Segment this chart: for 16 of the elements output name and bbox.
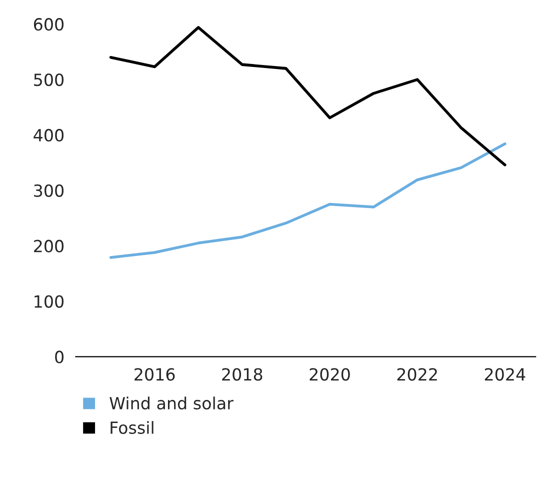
line-series xyxy=(109,142,506,259)
x-tick-label: 2022 xyxy=(397,368,437,381)
y-tick-label: 300 xyxy=(34,184,64,197)
x-tick-label: 2024 xyxy=(484,368,526,381)
x-tick-label: 2018 xyxy=(222,368,262,381)
x-tick-label: 2020 xyxy=(310,368,350,381)
y-tick-label: 400 xyxy=(34,128,64,142)
legend-label: Fossil xyxy=(110,421,154,434)
y-tick-label: 500 xyxy=(34,73,64,86)
x-tick-label: 2016 xyxy=(134,368,175,381)
legend-label: Wind and solar xyxy=(110,396,234,410)
y-tick-label: 100 xyxy=(34,295,64,308)
y-tick-label: 200 xyxy=(34,240,64,252)
y-tick-label: 0 xyxy=(55,350,64,364)
y-tick-label: 600 xyxy=(34,18,64,31)
line-series xyxy=(109,26,506,166)
